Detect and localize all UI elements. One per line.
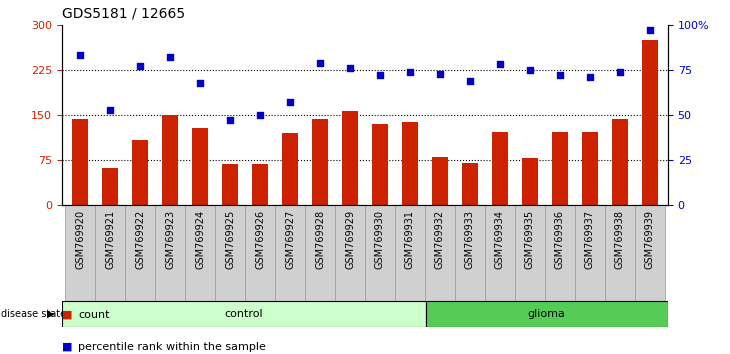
Point [494, 62, 506, 67]
Bar [95, 205, 125, 301]
Bar [372, 124, 388, 205]
Bar [101, 168, 118, 205]
Point [584, 74, 596, 80]
Bar [192, 128, 208, 205]
Point [104, 107, 116, 113]
Bar [402, 122, 418, 205]
Bar [612, 119, 629, 205]
Text: GSM769928: GSM769928 [315, 210, 325, 269]
Bar [431, 157, 448, 205]
Bar [492, 132, 508, 205]
Point [284, 99, 296, 105]
Bar [425, 205, 455, 301]
Text: GSM769921: GSM769921 [105, 210, 115, 269]
Text: GSM769936: GSM769936 [555, 210, 565, 269]
Bar [275, 205, 305, 301]
Bar [312, 119, 328, 205]
Bar [245, 205, 275, 301]
Bar [342, 112, 358, 205]
Bar [515, 205, 545, 301]
Text: GSM769922: GSM769922 [135, 210, 145, 269]
Text: GSM769932: GSM769932 [435, 210, 445, 269]
Bar [582, 132, 598, 205]
Bar [132, 140, 148, 205]
Text: glioma: glioma [528, 309, 566, 319]
Text: GSM769920: GSM769920 [75, 210, 85, 269]
Text: GSM769937: GSM769937 [585, 210, 595, 269]
Text: GSM769931: GSM769931 [405, 210, 415, 269]
Point [314, 60, 326, 65]
Point [524, 67, 536, 73]
Text: control: control [225, 309, 263, 319]
Bar [545, 205, 575, 301]
Text: GSM769935: GSM769935 [525, 210, 535, 269]
Bar [552, 132, 568, 205]
Bar [65, 205, 95, 301]
Bar [485, 205, 515, 301]
Bar [155, 205, 185, 301]
Bar [282, 133, 299, 205]
Point [134, 63, 146, 69]
Bar [575, 205, 605, 301]
Point [74, 53, 86, 58]
Bar [365, 205, 395, 301]
Point [644, 27, 656, 33]
Text: GSM769924: GSM769924 [195, 210, 205, 269]
Bar [455, 205, 485, 301]
Text: GSM769933: GSM769933 [465, 210, 475, 269]
Bar [395, 205, 425, 301]
Bar [62, 301, 426, 327]
Point [194, 80, 206, 85]
Point [434, 71, 446, 76]
Point [224, 118, 236, 123]
Point [614, 69, 626, 75]
Text: GSM769938: GSM769938 [615, 210, 625, 269]
Point [374, 73, 386, 78]
Bar [605, 205, 635, 301]
Bar [162, 115, 178, 205]
Bar [335, 205, 365, 301]
Text: GSM769939: GSM769939 [645, 210, 655, 269]
Bar [222, 164, 238, 205]
Text: GSM769929: GSM769929 [345, 210, 355, 269]
Bar [522, 158, 538, 205]
Text: ▶: ▶ [47, 309, 55, 319]
Text: percentile rank within the sample: percentile rank within the sample [78, 342, 266, 352]
Point [254, 112, 266, 118]
Text: GDS5181 / 12665: GDS5181 / 12665 [62, 6, 185, 21]
Text: disease state: disease state [1, 309, 66, 319]
Bar [185, 205, 215, 301]
Point [464, 78, 476, 84]
Bar [125, 205, 155, 301]
Point [344, 65, 356, 71]
Bar [462, 163, 478, 205]
Text: ■: ■ [62, 310, 72, 320]
Text: GSM769923: GSM769923 [165, 210, 175, 269]
Text: GSM769930: GSM769930 [375, 210, 385, 269]
Bar [642, 40, 658, 205]
Bar [635, 205, 665, 301]
Point [404, 69, 416, 75]
Text: count: count [78, 310, 110, 320]
Bar [426, 301, 668, 327]
Text: ■: ■ [62, 342, 72, 352]
Bar [252, 164, 268, 205]
Point [164, 55, 176, 60]
Point [554, 73, 566, 78]
Bar [215, 205, 245, 301]
Text: GSM769925: GSM769925 [225, 210, 235, 269]
Text: GSM769934: GSM769934 [495, 210, 505, 269]
Bar [72, 119, 88, 205]
Bar [305, 205, 335, 301]
Text: GSM769927: GSM769927 [285, 210, 295, 269]
Text: GSM769926: GSM769926 [255, 210, 265, 269]
